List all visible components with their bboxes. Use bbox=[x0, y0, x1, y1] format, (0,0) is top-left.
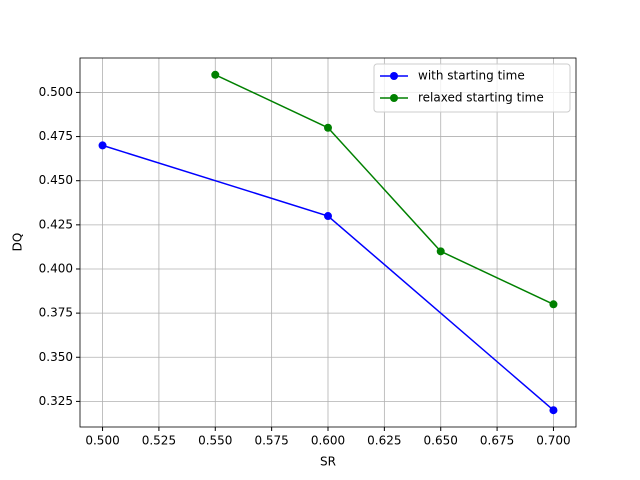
x-tick-label: 0.625 bbox=[367, 434, 401, 448]
data-point bbox=[211, 70, 220, 79]
y-tick-label: 0.500 bbox=[39, 85, 73, 99]
data-point bbox=[324, 212, 332, 221]
legend-marker bbox=[390, 72, 398, 80]
x-tick-label: 0.575 bbox=[254, 434, 288, 448]
y-tick-label: 0.450 bbox=[39, 173, 73, 187]
data-point bbox=[549, 406, 558, 415]
data-point bbox=[324, 123, 332, 132]
x-tick-label: 0.650 bbox=[424, 434, 458, 448]
x-tick-label: 0.550 bbox=[198, 434, 232, 448]
y-tick-label: 0.375 bbox=[39, 306, 73, 320]
series-line bbox=[214, 74, 554, 305]
y-axis-label: DQ bbox=[11, 233, 25, 252]
x-tick-label: 0.525 bbox=[142, 434, 176, 448]
x-tick-label: 0.600 bbox=[311, 434, 345, 448]
x-tick-label: 0.500 bbox=[85, 434, 119, 448]
y-tick-label: 0.325 bbox=[39, 394, 73, 408]
data-point bbox=[436, 247, 445, 256]
legend-label: relaxed starting time bbox=[418, 91, 544, 105]
legend-label: with starting time bbox=[418, 69, 525, 83]
x-tick-label: 0.700 bbox=[536, 434, 570, 448]
legend-marker bbox=[390, 94, 398, 102]
legend-box bbox=[373, 63, 571, 113]
y-tick-label: 0.350 bbox=[39, 350, 73, 364]
data-point bbox=[549, 300, 558, 309]
y-tick-label: 0.400 bbox=[39, 261, 73, 275]
axes-frame bbox=[79, 57, 577, 428]
data-point bbox=[98, 141, 107, 150]
y-tick-label: 0.475 bbox=[39, 129, 73, 143]
x-tick-label: 0.675 bbox=[480, 434, 514, 448]
y-tick-label: 0.425 bbox=[39, 217, 73, 231]
x-axis-label: SR bbox=[320, 455, 336, 469]
